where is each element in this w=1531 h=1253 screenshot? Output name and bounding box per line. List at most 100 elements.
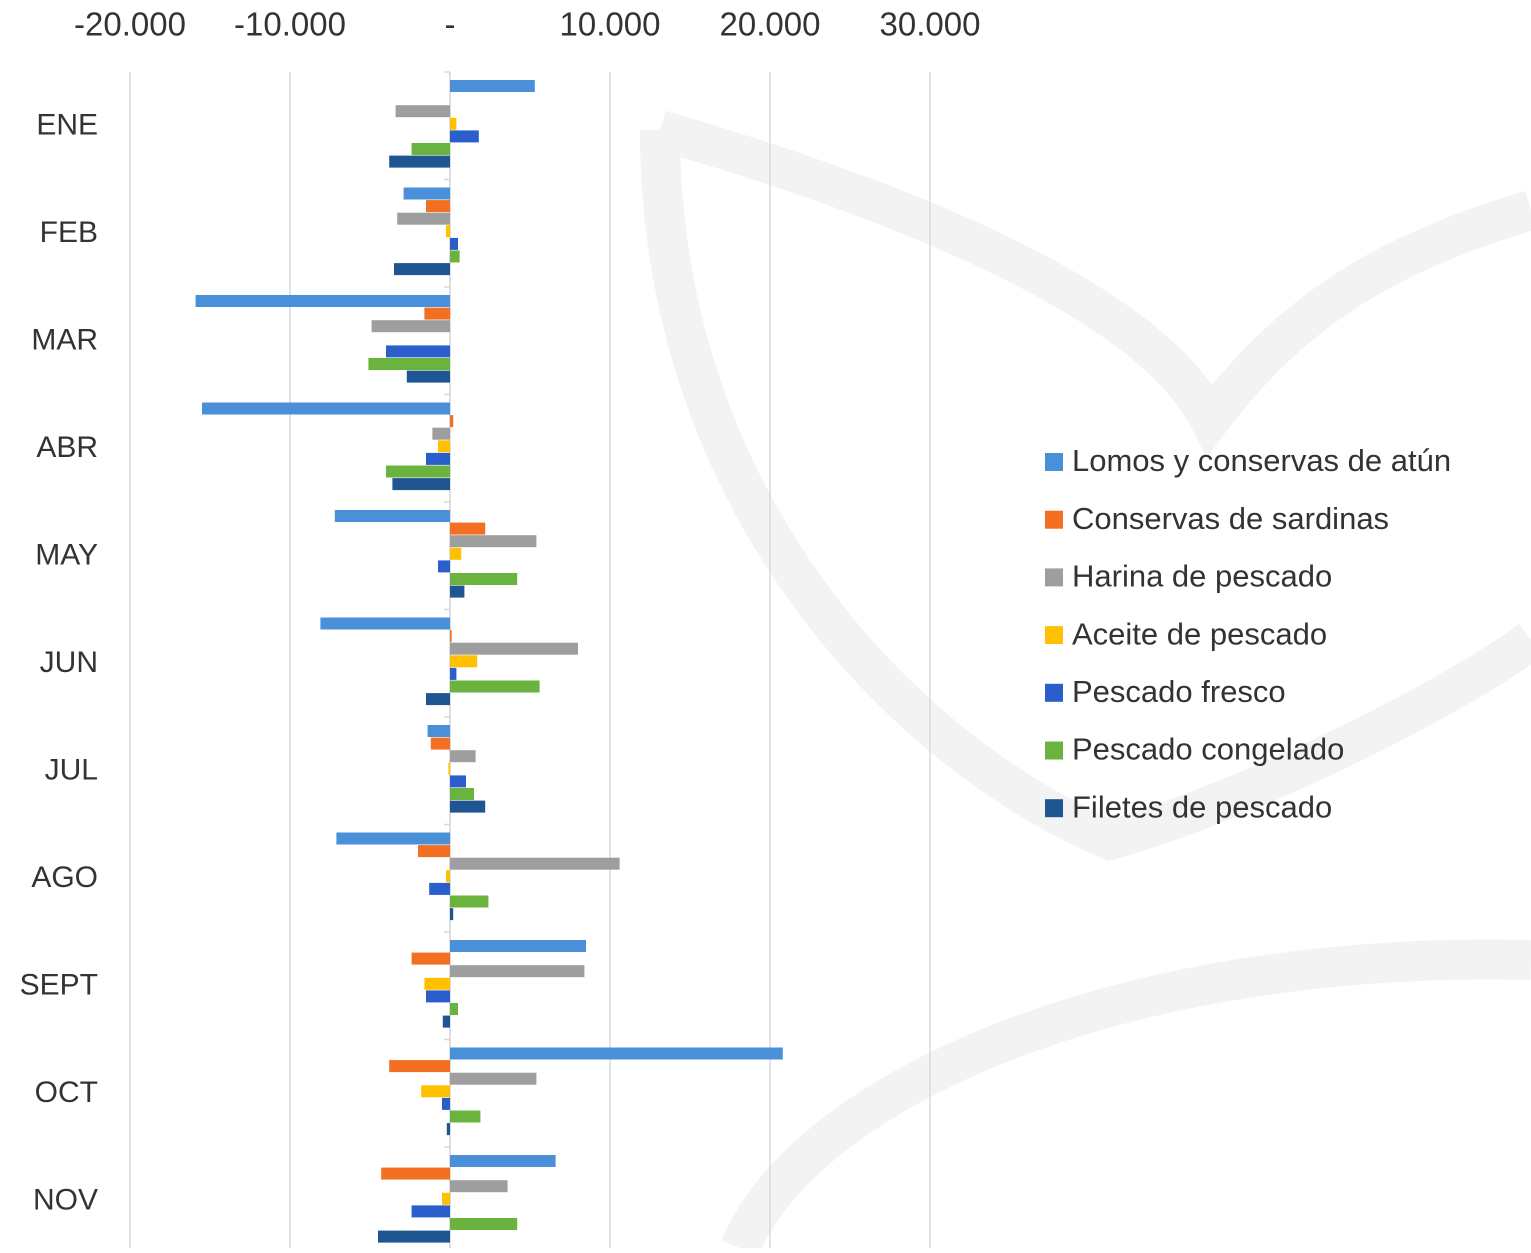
bar	[381, 1167, 450, 1180]
bar	[446, 225, 450, 238]
legend-label: Conservas de sardinas	[1072, 501, 1389, 536]
legend-label: Aceite de pescado	[1072, 616, 1327, 651]
y-tick-label: JUL	[45, 754, 98, 787]
legend-swatch	[1045, 626, 1063, 645]
legend-label: Filetes de pescado	[1072, 789, 1332, 824]
legend-swatch	[1045, 741, 1063, 760]
bar	[397, 212, 450, 225]
bar	[195, 295, 450, 307]
bar	[403, 187, 450, 200]
bar	[334, 510, 450, 522]
bar	[450, 680, 540, 693]
bar	[426, 452, 450, 465]
bar	[336, 832, 450, 845]
legend-swatch	[1045, 683, 1063, 702]
bar	[427, 725, 450, 737]
legend-swatch	[1045, 510, 1063, 529]
bar	[446, 870, 450, 883]
watermark	[640, 110, 1531, 1253]
bar	[411, 952, 450, 965]
bar	[450, 1155, 556, 1167]
x-tick-label: -10.000	[234, 6, 346, 43]
bar	[442, 1015, 450, 1028]
bar	[426, 200, 450, 213]
bar	[450, 535, 537, 548]
bar	[442, 1192, 450, 1205]
legend-label: Harina de pescado	[1072, 559, 1332, 594]
x-tick-label: 30.000	[880, 6, 981, 43]
bar	[426, 990, 450, 1003]
bar	[430, 737, 450, 750]
legend-label: Lomos y conservas de atún	[1072, 443, 1451, 478]
bar	[450, 1218, 518, 1230]
bar	[378, 1230, 450, 1243]
bar	[411, 143, 450, 155]
bar	[450, 547, 462, 560]
bar	[450, 1047, 783, 1060]
bar	[424, 977, 450, 990]
x-tick-label: 10.000	[560, 6, 661, 43]
legend-label: Pescado fresco	[1072, 674, 1286, 709]
bar	[450, 1180, 508, 1193]
bar	[450, 573, 518, 585]
bar	[386, 345, 450, 358]
y-tick-label: MAY	[35, 539, 98, 572]
bar	[450, 585, 465, 598]
bar	[450, 908, 454, 921]
bar	[450, 130, 479, 143]
bar	[442, 1097, 450, 1110]
bar	[202, 402, 450, 415]
bar	[438, 560, 450, 573]
bar	[450, 80, 535, 92]
bar	[450, 250, 460, 263]
bar	[395, 105, 450, 118]
bar	[450, 667, 457, 680]
bar	[450, 1072, 537, 1085]
bar	[429, 882, 450, 895]
bar	[450, 630, 452, 643]
y-tick-label: NOV	[33, 1184, 98, 1217]
y-tick-label: JUN	[40, 646, 98, 679]
bar	[450, 750, 476, 763]
y-tick-label: MAR	[31, 324, 98, 357]
bar	[368, 358, 450, 370]
bar	[450, 940, 586, 952]
bar	[450, 775, 466, 788]
bar	[394, 263, 450, 276]
bar	[389, 1060, 450, 1073]
bar	[450, 1110, 481, 1123]
bar	[446, 1123, 450, 1136]
legend-swatch	[1045, 453, 1063, 471]
bar	[438, 440, 450, 453]
y-tick-label: OCT	[35, 1076, 98, 1109]
y-tick-label: AGO	[31, 861, 98, 894]
bar	[450, 965, 585, 978]
legend-swatch	[1045, 568, 1063, 587]
bar	[450, 895, 489, 908]
bar	[450, 642, 578, 655]
y-tick-label: ENE	[36, 109, 98, 142]
bar	[432, 427, 450, 440]
bar	[392, 478, 450, 491]
bar	[426, 693, 450, 706]
bar	[371, 320, 450, 333]
bar	[448, 762, 450, 775]
bar	[450, 415, 454, 428]
y-tick-label: SEPT	[20, 969, 98, 1002]
bar	[406, 370, 450, 383]
bar	[450, 655, 478, 668]
x-tick-label: -20.000	[74, 6, 186, 43]
y-tick-label: ABR	[36, 431, 98, 464]
bar	[411, 1205, 450, 1218]
bar	[421, 1085, 450, 1098]
legend-label: Pescado congelado	[1072, 732, 1344, 767]
x-tick-label: 20.000	[720, 6, 821, 43]
bar	[450, 1003, 458, 1015]
y-tick-label: FEB	[40, 216, 98, 249]
bar	[450, 857, 620, 870]
bar	[450, 237, 458, 250]
bar	[424, 307, 450, 320]
bar	[386, 465, 450, 478]
bar	[450, 522, 486, 535]
